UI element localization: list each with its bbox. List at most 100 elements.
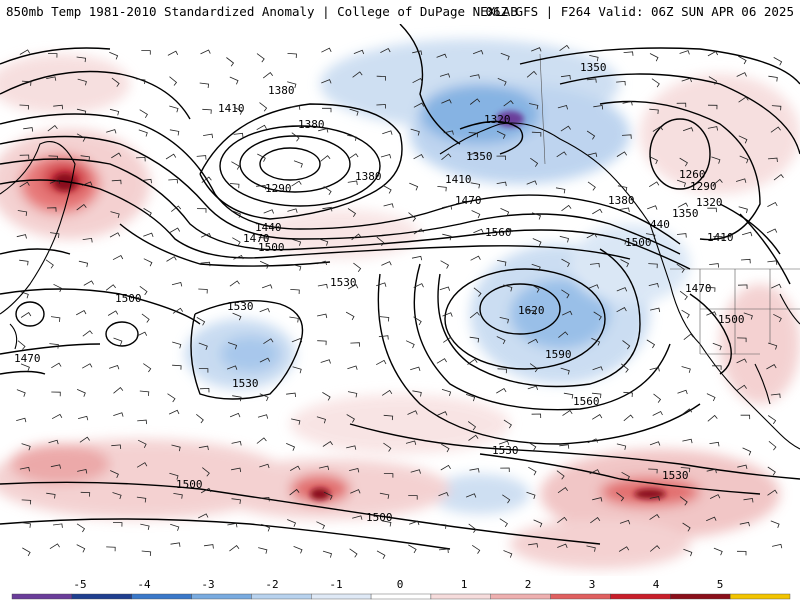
contour-label: 1320 <box>484 113 511 126</box>
colorbar: -5 -4 -3 -2 -1 0 1 2 3 4 5 <box>11 578 791 600</box>
wind-barb <box>259 260 269 269</box>
wind-barb <box>165 153 177 160</box>
wind-barb <box>561 204 572 212</box>
colorbar-tick-label: 0 <box>397 578 404 591</box>
contour-label: 1350 <box>580 61 607 74</box>
wind-barb <box>441 99 452 104</box>
wind-barb <box>709 494 721 499</box>
wind-barb <box>50 232 60 238</box>
wind-barb <box>229 545 240 552</box>
wind-barb <box>708 76 718 85</box>
contour-label: 1380 <box>298 118 325 131</box>
wind-barb <box>291 132 300 142</box>
wind-barb <box>172 341 182 349</box>
wind-barb <box>319 238 329 246</box>
wind-barb <box>770 126 781 133</box>
colorbar-tick-label: 3 <box>589 578 596 591</box>
colorbar-swatch <box>670 593 731 600</box>
wind-barb <box>76 203 87 211</box>
wind-barbs <box>16 44 784 559</box>
contour-label: 1500 <box>176 478 203 491</box>
wind-barb <box>443 130 454 135</box>
wind-barb <box>410 128 420 136</box>
wind-barb <box>19 259 29 266</box>
contour-label: 1500 <box>625 236 652 249</box>
wind-barb <box>468 434 479 441</box>
wind-barb <box>16 389 26 397</box>
wind-barb <box>111 444 122 449</box>
wind-barb <box>350 489 361 494</box>
wind-barb <box>592 497 603 502</box>
wind-barb <box>683 333 694 341</box>
wind-barb <box>76 108 87 116</box>
contour-label: 1530 <box>330 276 357 289</box>
wind-barb <box>256 184 266 190</box>
wind-barb <box>231 498 241 504</box>
wind-barb <box>109 108 120 116</box>
wind-barb <box>555 187 566 194</box>
wind-barb <box>139 390 150 396</box>
wind-barb <box>682 522 691 532</box>
wind-barb <box>111 77 120 87</box>
wind-barb <box>143 208 152 217</box>
wind-barb <box>111 152 122 159</box>
wind-barb <box>198 445 209 451</box>
colorbar-tick-label: -5 <box>73 578 86 591</box>
wind-barb <box>679 290 688 301</box>
wind-barb <box>290 289 300 295</box>
wind-barb <box>586 130 596 140</box>
wind-barb <box>136 496 147 503</box>
wind-barb <box>348 153 359 160</box>
colorbar-swatch <box>131 593 192 600</box>
wind-barb <box>677 389 688 395</box>
wind-barb <box>232 395 242 402</box>
wind-barb <box>168 178 178 184</box>
wind-barb <box>499 518 508 528</box>
wind-barb <box>557 105 568 110</box>
wind-barb <box>113 387 124 394</box>
wind-barb <box>168 409 180 415</box>
wind-barb <box>768 440 777 451</box>
wind-barb <box>381 389 393 396</box>
wind-barb <box>258 547 268 554</box>
wind-barb <box>503 100 514 107</box>
wind-barb <box>286 443 296 451</box>
wind-barb <box>233 254 244 260</box>
wind-barb <box>676 179 687 188</box>
wind-barb <box>439 286 450 291</box>
wind-barb <box>80 491 91 497</box>
wind-barb <box>46 492 56 499</box>
colorbar-ticks: -5 -4 -3 -2 -1 0 1 2 3 4 5 <box>73 578 723 591</box>
wind-barb <box>82 181 93 186</box>
wind-barb <box>503 550 513 558</box>
wind-barb <box>467 358 478 365</box>
wind-barb <box>257 153 266 162</box>
wind-barb <box>740 414 751 420</box>
wind-barb <box>736 72 747 77</box>
wind-barb <box>707 414 718 422</box>
wind-barb <box>140 523 150 530</box>
wind-barb <box>16 234 27 239</box>
wind-barb <box>382 130 393 135</box>
wind-barb <box>712 178 723 186</box>
wind-barb <box>291 180 302 187</box>
wind-barb <box>136 462 148 468</box>
wind-barb <box>379 492 390 499</box>
wind-barb <box>141 313 150 323</box>
wind-barb <box>471 210 481 219</box>
wind-barb <box>48 155 58 161</box>
wind-barb <box>405 340 415 349</box>
wind-barb <box>229 412 241 418</box>
wind-barb <box>169 76 178 86</box>
wind-barb <box>113 337 123 346</box>
wind-barb <box>322 206 333 212</box>
wind-barb <box>199 387 210 393</box>
colorbar-tick-label: 2 <box>525 578 532 591</box>
wind-barb <box>497 78 507 86</box>
wind-barb <box>499 317 509 324</box>
contour-label: 1410 <box>445 173 472 186</box>
wind-barb <box>232 312 242 321</box>
wind-barb <box>46 76 57 81</box>
wind-barb <box>528 466 537 476</box>
wind-barb <box>290 465 301 471</box>
